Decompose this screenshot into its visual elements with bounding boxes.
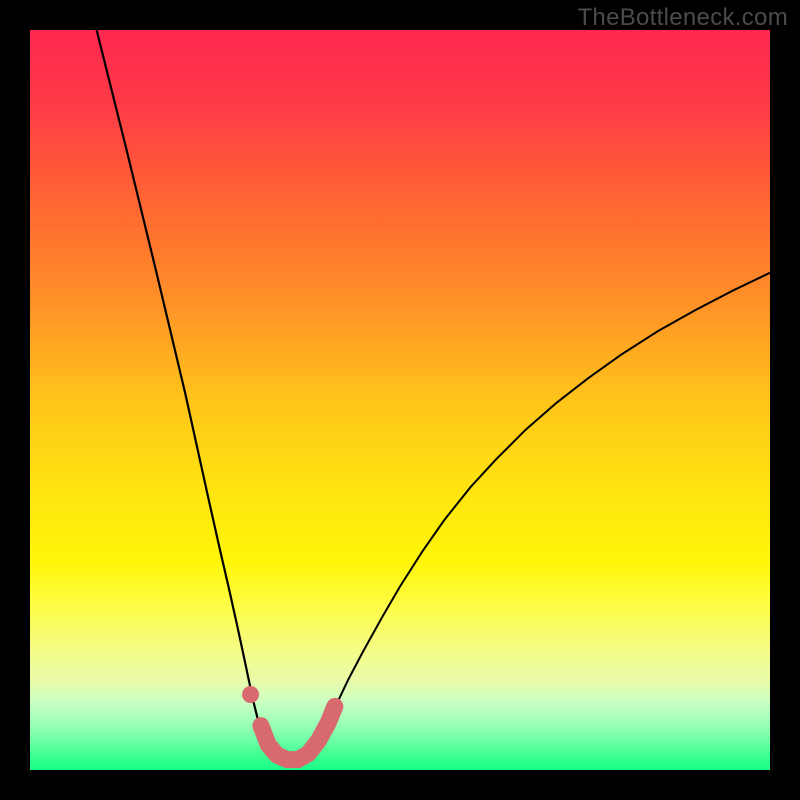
chart-plot-area bbox=[30, 30, 770, 770]
background-rect bbox=[30, 30, 770, 770]
watermark-text: TheBottleneck.com bbox=[577, 4, 788, 32]
overlay-markers-group bbox=[242, 686, 259, 703]
overlay-marker-0 bbox=[242, 686, 259, 703]
chart-svg bbox=[30, 30, 770, 770]
